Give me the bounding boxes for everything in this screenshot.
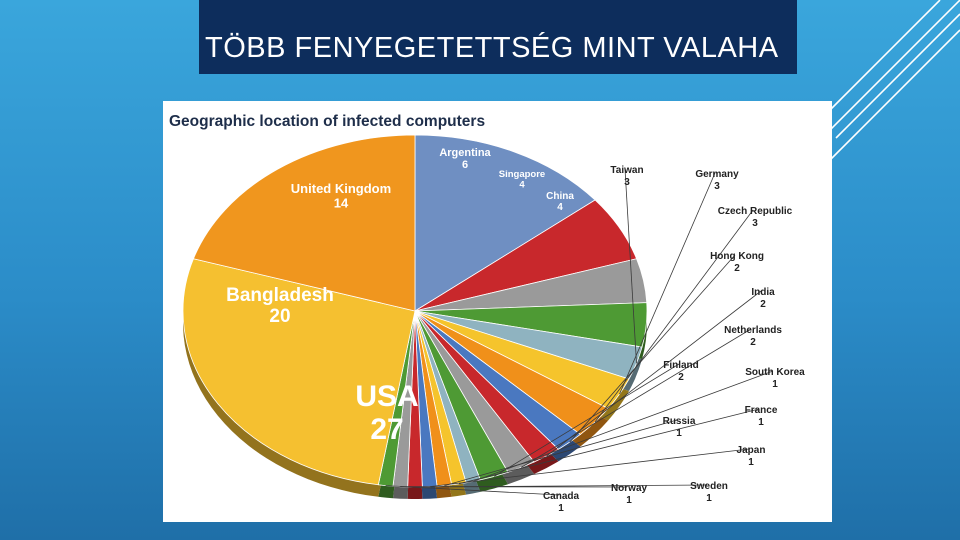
slice-usa — [182, 258, 416, 486]
slice-label-taiwan: Taiwan — [610, 165, 643, 176]
pie-slices — [182, 134, 648, 488]
slice-label-france: France — [745, 405, 778, 416]
slice-label-sweden: Sweden — [690, 481, 728, 492]
slice-label-netherlands: Netherlands — [724, 325, 782, 336]
leader-line-france — [458, 408, 760, 485]
slice-value-sweden: 1 — [706, 493, 712, 504]
slice-label-japan: Japan — [737, 445, 766, 456]
slice-value-argentina: 6 — [462, 159, 468, 171]
slice-label-argentina: Argentina — [439, 147, 491, 159]
leader-line-taiwan — [624, 168, 637, 364]
slice-label-hong-kong: Hong Kong — [710, 251, 764, 262]
slice-label-germany: Germany — [695, 169, 739, 180]
slice-bangladesh — [192, 134, 416, 312]
slice-value-russia: 1 — [676, 428, 682, 439]
slice-value-netherlands: 2 — [750, 337, 756, 348]
slice-value-france: 1 — [758, 417, 764, 428]
chart-panel: Geographic location of infected computer… — [163, 101, 832, 522]
slice-value-china: 4 — [557, 202, 563, 213]
slice-value-usa: 27 — [370, 413, 403, 446]
leader-line-germany — [619, 172, 716, 395]
slice-value-singapore: 4 — [519, 179, 525, 190]
slice-value-hong-kong: 2 — [734, 263, 740, 274]
slice-value-india: 2 — [760, 299, 766, 310]
leader-line-canada — [385, 485, 560, 496]
slice-labels: United Kingdom14Argentina6Singapore4Chin… — [226, 147, 805, 514]
pie-chart: Geographic location of infected computer… — [169, 113, 805, 514]
leader-lines — [385, 168, 774, 496]
slice-value-taiwan: 3 — [624, 177, 630, 188]
slice-label-united-kingdom: United Kingdom — [291, 181, 391, 196]
decorative-lines — [823, 0, 960, 163]
slice-label-finland: Finland — [663, 360, 699, 371]
slice-value-germany: 3 — [714, 181, 720, 192]
slice-label-singapore: Singapore — [499, 169, 545, 180]
leader-line-netherlands — [521, 328, 752, 468]
slice-label-south-korea: South Korea — [745, 367, 805, 378]
slice-label-india: India — [751, 287, 775, 298]
slice-label-china: China — [546, 191, 574, 202]
slice-value-japan: 1 — [748, 457, 754, 468]
slide-title: TÖBB FENYEGETETTSÉG MINT VALAHA — [205, 32, 779, 64]
slice-value-canada: 1 — [558, 503, 564, 514]
slice-value-finland: 2 — [678, 372, 684, 383]
slice-united-kingdom — [414, 134, 596, 312]
slice-label-usa: USA — [355, 380, 418, 413]
leader-line-finland — [494, 363, 680, 477]
slice-value-bangladesh: 20 — [269, 306, 290, 327]
slice-value-south-korea: 1 — [772, 379, 778, 390]
title-banner — [199, 0, 797, 74]
slice-label-russia: Russia — [663, 416, 696, 427]
chart-title: Geographic location of infected computer… — [169, 113, 485, 130]
slice-value-united-kingdom: 14 — [334, 195, 349, 210]
slice-label-bangladesh: Bangladesh — [226, 285, 334, 306]
slice-value-norway: 1 — [626, 495, 632, 506]
leader-line-czech-republic — [594, 209, 754, 423]
leader-line-russia — [444, 419, 678, 486]
slice-value-czech-republic: 3 — [752, 218, 758, 229]
leader-line-india — [546, 290, 762, 457]
slice-label-norway: Norway — [611, 483, 648, 494]
slice-label-czech-republic: Czech Republic — [718, 206, 793, 217]
leader-line-japan — [429, 448, 750, 487]
slice-label-canada: Canada — [543, 491, 580, 502]
leader-line-hong-kong — [569, 254, 736, 443]
